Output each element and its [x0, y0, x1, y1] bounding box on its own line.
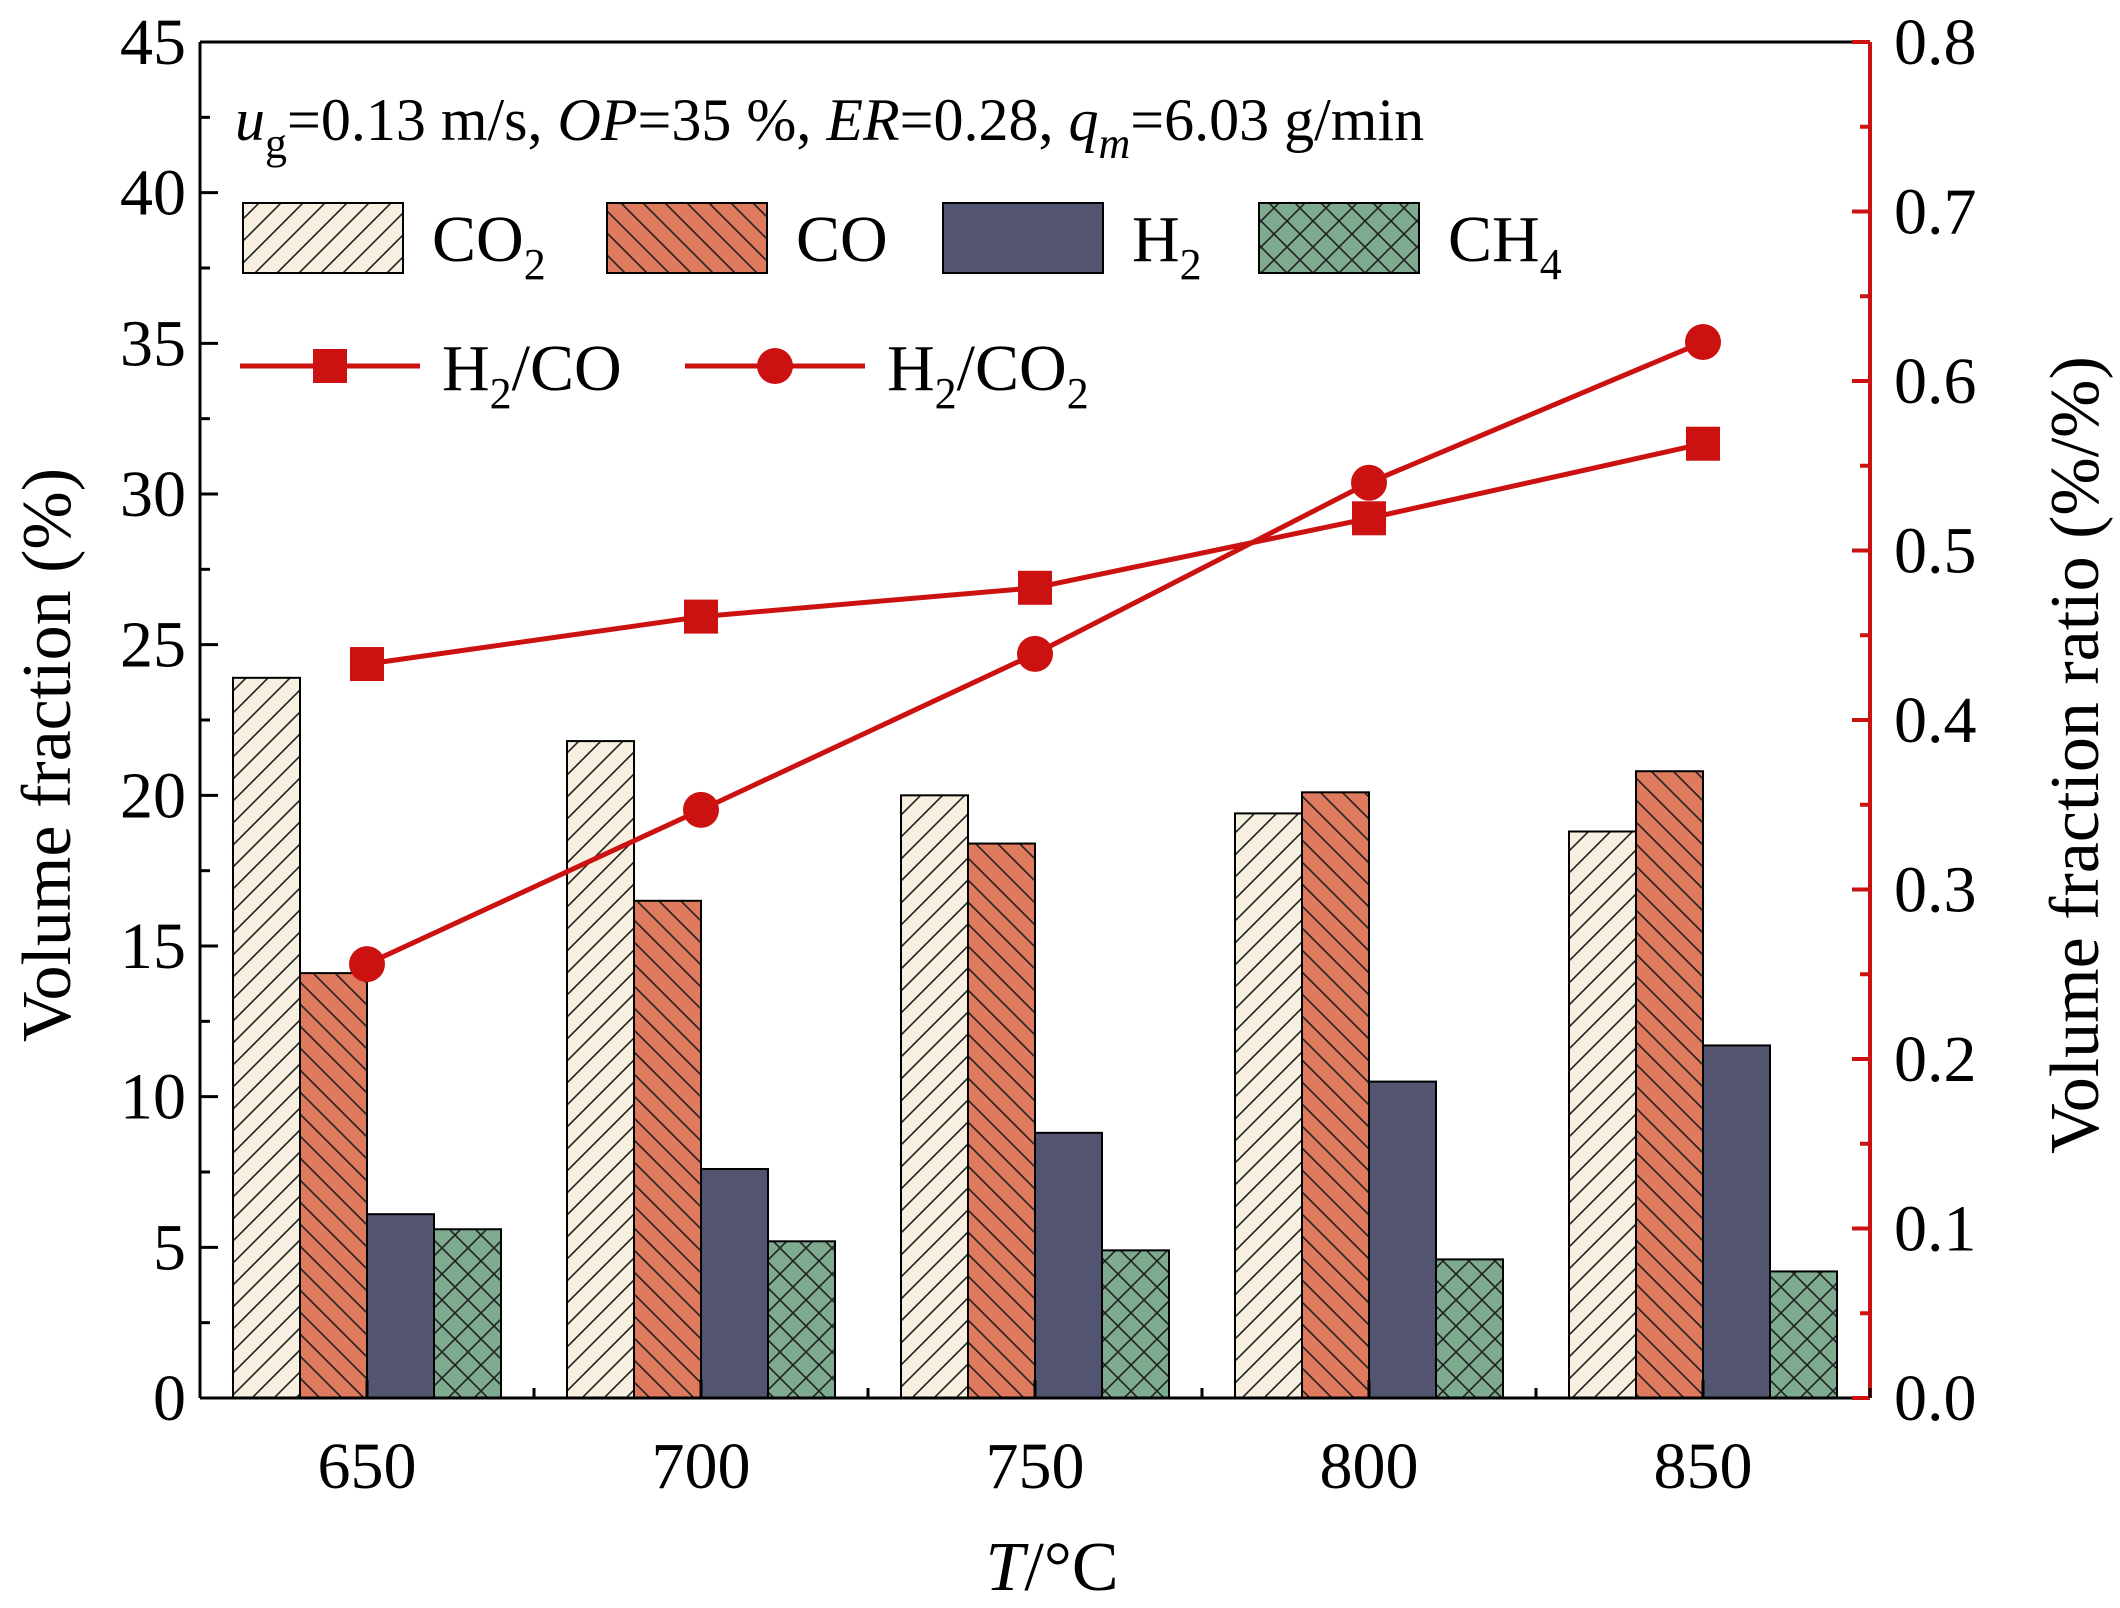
bar-co2-850 — [1568, 830, 1637, 1399]
axes-layer: 0 5 10 15 20 25 30 35 40 45 0.0 0.1 0.2 0.3 0.4 0.5 0.6 0… — [120, 6, 1977, 1503]
bar-ch4-800 — [1435, 1258, 1504, 1400]
marker-h2-co-700 — [684, 599, 718, 634]
bars-layer — [232, 676, 1838, 1400]
y-axis-title: Volume fraction (%) — [9, 468, 86, 1042]
legend-label-h2-co: H2/CO — [442, 332, 622, 418]
y-tick-label-15: 15 — [120, 910, 186, 983]
x-axis-title: T/°C — [985, 1529, 1118, 1606]
y2-tick-label-0: 0.0 — [1894, 1362, 1977, 1435]
bar-legend: CO2 CO H2 CH4 — [242, 202, 1562, 289]
marker-h2-co2-750 — [1017, 635, 1053, 672]
bar-co-800 — [1301, 791, 1370, 1399]
legend-label-co: CO — [796, 203, 888, 276]
marker-h2-co2-700 — [683, 791, 719, 828]
marker-h2-co-650 — [350, 647, 384, 682]
y-tick-label-10: 10 — [120, 1061, 186, 1134]
y2-tick-label-6: 0.6 — [1894, 345, 1977, 418]
y-tick-label-45: 45 — [120, 6, 186, 79]
x-tick-label-650: 650 — [318, 1430, 417, 1503]
bar-co-700 — [633, 899, 702, 1399]
legend-swatch-h2 — [942, 202, 1104, 274]
y2-tick-label-8: 0.8 — [1894, 6, 1977, 79]
bar-h2-650 — [366, 1213, 435, 1399]
chart-annotation: ug=0.13 m/s, OP=35 %, ER=0.28, qm=6.03 g… — [235, 87, 1424, 168]
line-legend: H2/CO H2/CO2 — [240, 332, 1089, 418]
bar-h2-700 — [700, 1167, 769, 1400]
marker-h2-co2-800 — [1351, 464, 1387, 501]
y2-tick-label-4: 0.4 — [1894, 684, 1977, 757]
marker-h2-co-800 — [1352, 501, 1386, 536]
legend-label-co2: CO2 — [432, 203, 546, 289]
y-tick-label-0: 0 — [153, 1362, 186, 1435]
bar-co-850 — [1635, 770, 1704, 1399]
y-tick-label-35: 35 — [120, 307, 186, 380]
y2-tick-label-7: 0.7 — [1894, 176, 1977, 249]
x-tick-label-800: 800 — [1320, 1430, 1419, 1503]
bar-h2-750 — [1034, 1131, 1103, 1399]
legend-label-h2-co2: H2/CO2 — [887, 332, 1089, 418]
legend-label-ch4: CH4 — [1448, 203, 1562, 289]
line-h2-co — [366, 441, 1704, 667]
x-tick-label-750: 750 — [986, 1430, 1085, 1503]
y-tick-label-20: 20 — [120, 759, 186, 832]
y-tick-label-30: 30 — [120, 458, 186, 531]
bar-h2-800 — [1368, 1080, 1437, 1399]
bar-h2-850 — [1702, 1044, 1771, 1399]
bar-co-650 — [299, 972, 368, 1399]
y2-tick-label-3: 0.3 — [1894, 854, 1977, 927]
y-tick-label-5: 5 — [153, 1211, 186, 1284]
legend-swatch-co — [606, 202, 768, 274]
legend-swatch-ch4 — [1258, 202, 1420, 274]
marker-h2-co2-650 — [349, 946, 385, 983]
x-tick-label-850: 850 — [1654, 1430, 1753, 1503]
y-tick-label-40: 40 — [120, 157, 186, 230]
bar-ch4-750 — [1101, 1249, 1170, 1400]
y-tick-label-25: 25 — [120, 609, 186, 682]
bar-ch4-850 — [1769, 1270, 1838, 1399]
y2-tick-label-2: 0.2 — [1894, 1023, 1977, 1096]
legend-label-h2: H2 — [1132, 203, 1202, 289]
x-tick-label-700: 700 — [652, 1430, 751, 1503]
marker-h2-co2-850 — [1685, 324, 1721, 361]
bar-co2-650 — [232, 676, 301, 1399]
bar-ch4-700 — [767, 1240, 836, 1399]
y2-tick-label-1: 0.1 — [1894, 1193, 1977, 1266]
y2-tick-label-5: 0.5 — [1894, 515, 1977, 588]
legend-swatch-co2 — [242, 202, 404, 274]
bar-co2-800 — [1234, 812, 1303, 1399]
marker-h2-co-750 — [1018, 570, 1052, 605]
y2-axis-title: Volume fraction ratio (%/%) — [2037, 356, 2114, 1154]
bar-ch4-650 — [433, 1228, 502, 1399]
lines-layer — [349, 324, 1721, 983]
bar-co2-700 — [566, 740, 635, 1399]
bar-co2-750 — [900, 794, 969, 1399]
bar-co-750 — [967, 842, 1036, 1399]
legend-marker-h2-co — [313, 349, 347, 383]
marker-h2-co-850 — [1686, 426, 1720, 461]
legend-marker-h2-co2 — [757, 348, 793, 384]
